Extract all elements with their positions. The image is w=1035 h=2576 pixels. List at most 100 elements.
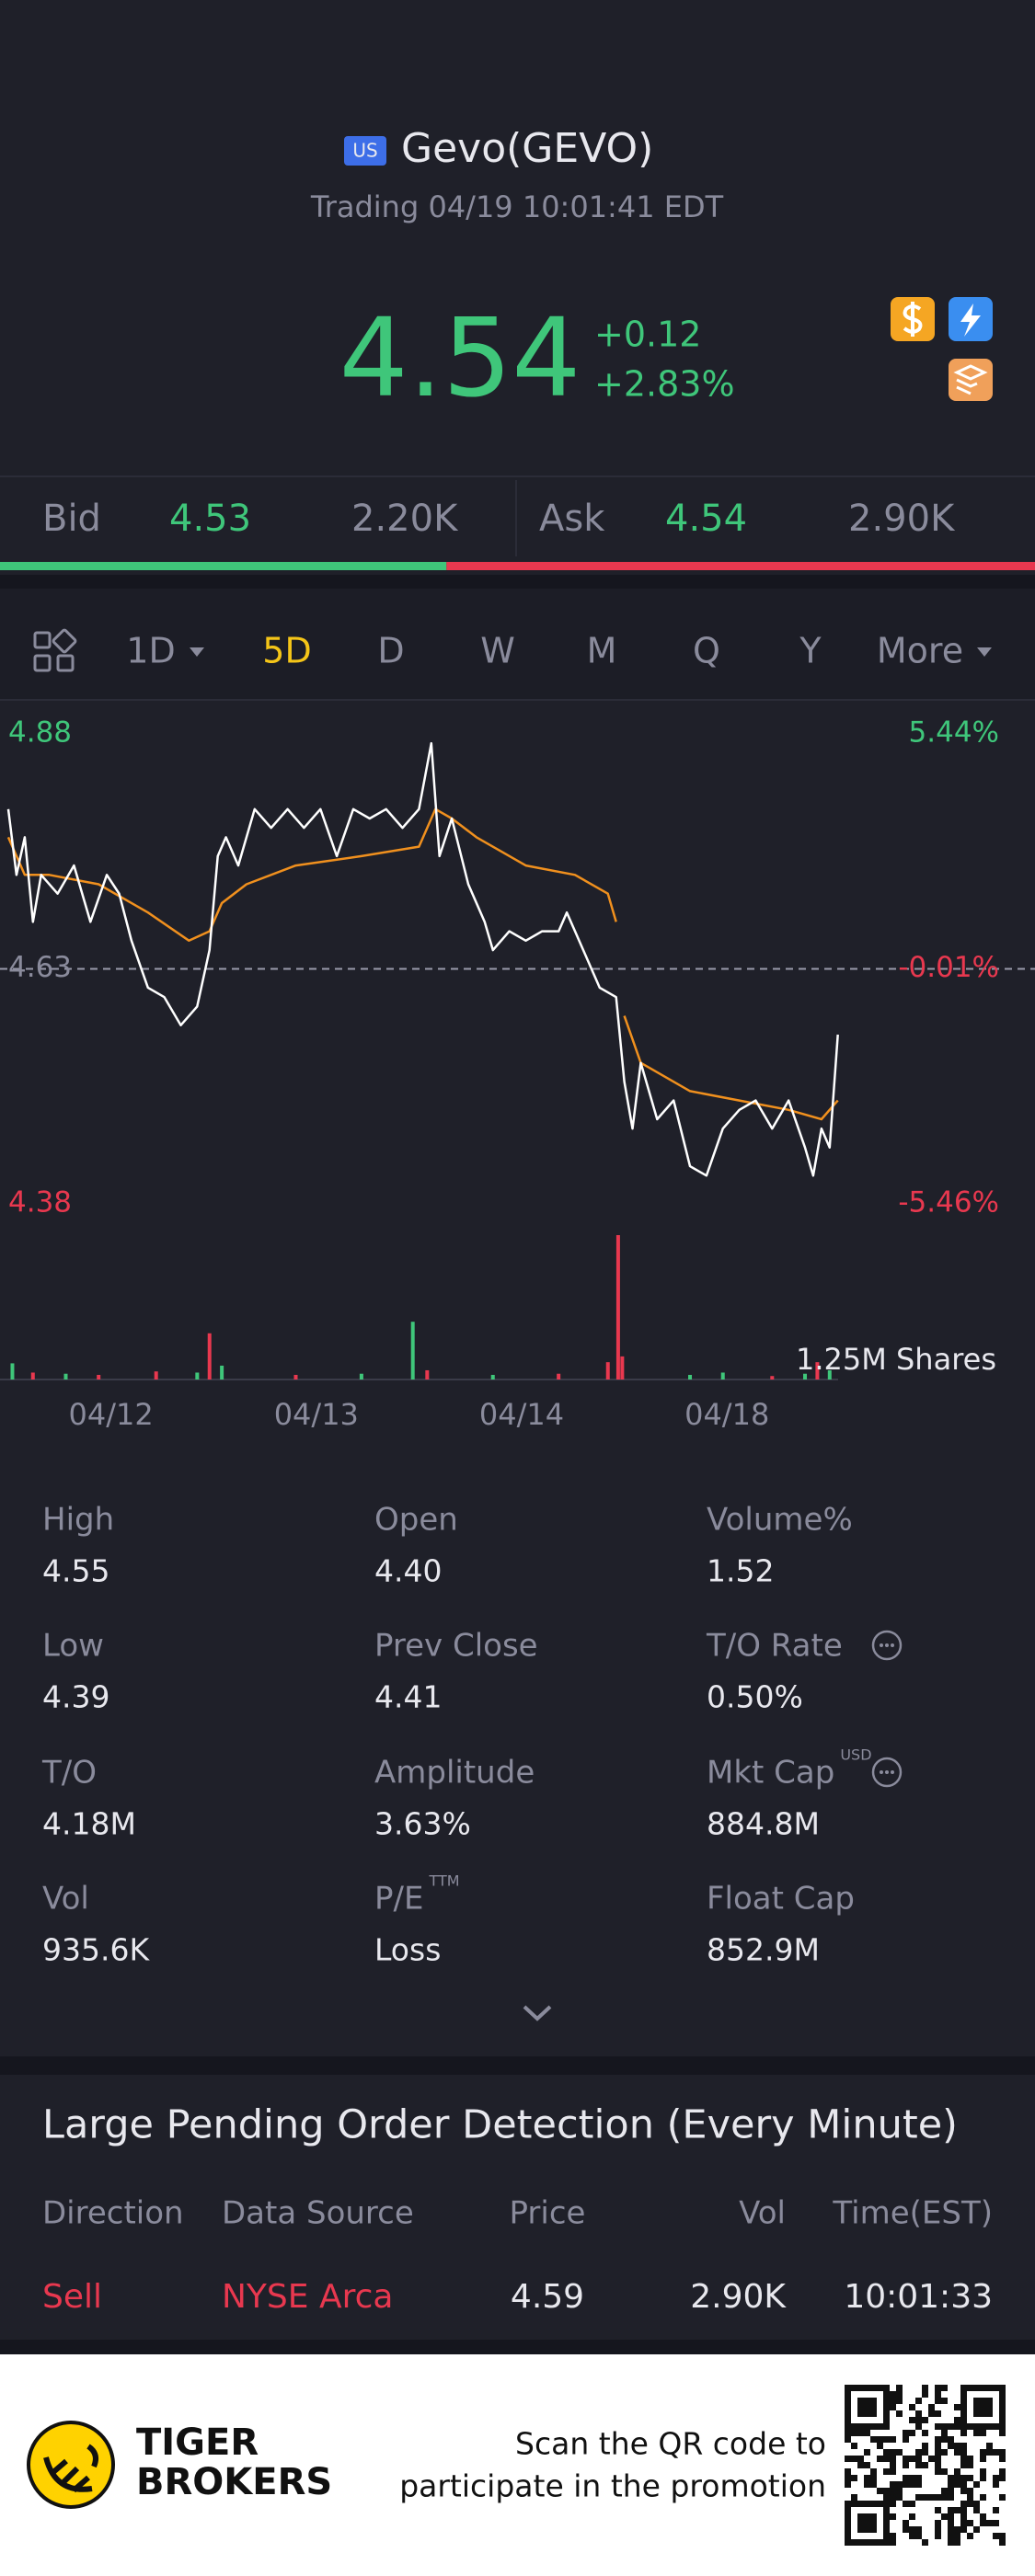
volume-bar	[605, 1362, 610, 1380]
qr-module	[960, 2417, 967, 2423]
info-dot	[891, 1770, 894, 1774]
qr-module	[890, 2404, 896, 2410]
qr-module	[954, 2449, 960, 2456]
icon-part	[56, 654, 75, 672]
qr-module	[948, 2436, 954, 2443]
qr-module	[967, 2423, 973, 2430]
qr-module	[986, 2423, 993, 2430]
qr-module	[980, 2449, 986, 2456]
qr-module	[922, 2430, 928, 2436]
qr-module	[883, 2456, 890, 2462]
qr-module	[948, 2526, 954, 2533]
qr-module	[870, 2520, 877, 2526]
stat-value: 0.50%	[707, 1679, 803, 1715]
table-cell: 4.59	[511, 2278, 584, 2316]
qr-module	[993, 2520, 999, 2526]
stat-superscript: USD	[840, 1746, 871, 1764]
stat-label: Volume%	[707, 1502, 853, 1539]
qr-module	[922, 2391, 928, 2398]
brand-line: TIGER	[136, 2421, 259, 2464]
stat-value: 1.52	[707, 1553, 774, 1589]
qr-module	[870, 2526, 877, 2533]
qr-module	[999, 2539, 1006, 2546]
info-icon[interactable]	[871, 1630, 903, 1661]
volume-bar	[688, 1374, 693, 1380]
period-tab[interactable]: 5D	[262, 631, 311, 671]
info-icon[interactable]	[871, 1757, 903, 1788]
period-tab[interactable]: D	[377, 631, 404, 671]
period-tab[interactable]: 1D	[126, 631, 175, 671]
period-tab[interactable]: M	[587, 631, 617, 671]
qr-module	[980, 2398, 986, 2404]
qr-module	[845, 2410, 851, 2417]
divider-band	[0, 2056, 1035, 2075]
qr-module	[870, 2398, 877, 2404]
qr-module	[954, 2423, 960, 2430]
layout-icon[interactable]	[33, 628, 77, 672]
trading-status: Trading 04/19 10:01:41 EDT	[310, 189, 724, 224]
qr-module	[903, 2475, 909, 2481]
qr-module	[999, 2475, 1006, 2481]
qr-module	[870, 2423, 877, 2430]
qr-module	[903, 2501, 909, 2507]
y-tick-label: 4.88	[8, 716, 72, 750]
qr-module	[922, 2462, 928, 2468]
qr-module	[903, 2462, 909, 2468]
period-tab[interactable]: Q	[693, 631, 720, 671]
period-tab[interactable]: Y	[799, 631, 822, 671]
logo-glyph	[43, 2444, 98, 2493]
qr-module	[973, 2404, 980, 2410]
promo-line: participate in the promotion	[399, 2468, 826, 2504]
period-tab[interactable]: More	[877, 631, 963, 671]
info-dot	[880, 1770, 883, 1774]
info-dot	[885, 1770, 889, 1774]
qr-module	[941, 2513, 948, 2520]
qr-module	[877, 2501, 883, 2507]
qr-module	[960, 2526, 967, 2533]
icon-glyph	[903, 302, 923, 337]
qr-module	[960, 2481, 967, 2488]
qr-module	[935, 2391, 941, 2398]
stat-label: Amplitude	[374, 1755, 535, 1792]
volume-bar	[207, 1333, 212, 1380]
qr-module	[960, 2449, 967, 2456]
qr-module	[857, 2423, 864, 2430]
qr-module	[986, 2443, 993, 2449]
volume-bar	[10, 1363, 15, 1380]
qr-module	[928, 2456, 935, 2462]
qr-module	[922, 2494, 928, 2501]
qr-module	[883, 2526, 890, 2533]
qr-module	[948, 2520, 954, 2526]
period-tab[interactable]: W	[480, 631, 515, 671]
qr-module	[960, 2410, 967, 2417]
qr-module	[890, 2436, 896, 2443]
qr-module	[915, 2423, 922, 2430]
qr-module	[993, 2475, 999, 2481]
qr-module	[960, 2475, 967, 2481]
logo-circle	[27, 2421, 115, 2509]
qr-module	[993, 2507, 999, 2513]
qr-module	[935, 2449, 941, 2456]
table-header: Price	[510, 2195, 586, 2232]
volume-bar	[803, 1373, 808, 1380]
qr-module	[845, 2507, 851, 2513]
volume-bar	[63, 1373, 68, 1380]
expand-chevron[interactable]	[523, 2005, 552, 2021]
stat-value: 3.63%	[374, 1806, 471, 1842]
qr-module	[941, 2430, 948, 2436]
qr-module	[903, 2481, 909, 2488]
qr-module	[915, 2494, 922, 2501]
volume-bar	[195, 1372, 200, 1380]
qr-module	[845, 2385, 851, 2391]
qr-module	[954, 2404, 960, 2410]
qr-module	[909, 2481, 915, 2488]
table-cell: 2.90K	[690, 2278, 787, 2316]
qr-module	[845, 2456, 851, 2462]
table-header: Time(EST)	[832, 2195, 993, 2232]
stat-value: Loss	[374, 1932, 441, 1968]
stat-label: Vol	[42, 1881, 89, 1918]
qr-module	[909, 2404, 915, 2410]
volume-bar	[557, 1373, 561, 1380]
qr-module	[896, 2410, 903, 2417]
qr-module	[935, 2436, 941, 2443]
